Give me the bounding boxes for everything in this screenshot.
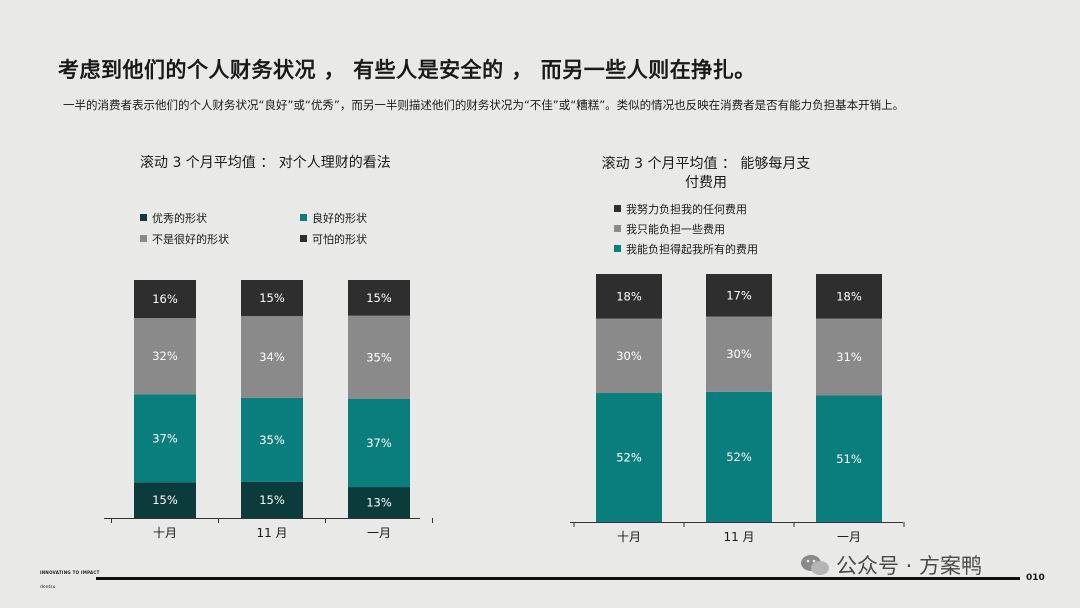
chart-2-category-1: 11 月: [723, 530, 754, 544]
chart-1-bar-2-seg-3: [348, 280, 410, 316]
chart-2-bar-2-seg-1: [816, 318, 882, 396]
legend-label: 不是很好的形状: [152, 233, 229, 246]
legend-swatch: [140, 235, 147, 242]
chart-1-bar-1-seg-0: [241, 481, 303, 518]
chart-1-label-1-0: 15%: [259, 493, 285, 507]
legend-label: 可怕的形状: [312, 233, 367, 246]
legend-item-2: 我能负担得起我所有的费用: [614, 241, 758, 257]
chart-1-bar-1-seg-1: [241, 397, 303, 482]
legend-label: 良好的形状: [312, 212, 367, 225]
chart-2-label-0-2: 18%: [616, 289, 642, 303]
chart-2-bar-2-seg-2: [816, 274, 882, 319]
legend-item-1: 我只能负担一些费用: [614, 221, 725, 237]
chart-1-title: 滚动 3 个月平均值 ： 对个人理财的看法: [140, 155, 391, 171]
chart-2-bar-1-seg-1: [706, 316, 772, 392]
chart-1-bar-2-seg-0: [348, 487, 410, 518]
chart-1-bar-0-seg-2: [134, 318, 196, 395]
chart-1-bar-2-seg-1: [348, 399, 410, 488]
chart-1-category-1: 11 月: [256, 526, 287, 540]
chart-1-label-2-2: 35%: [366, 350, 392, 364]
chart-1-label-0-3: 16%: [152, 292, 178, 306]
legend-swatch: [300, 214, 307, 221]
chart-2-category-2: 一月: [837, 530, 861, 544]
page-title: 考虑到他们的个人财务状况 ， 有些人是安全的 ， 而另一些人则在挣扎。: [58, 58, 756, 82]
legend-swatch: [614, 225, 621, 232]
chart-1-bar-1-seg-3: [241, 280, 303, 317]
legend-swatch: [614, 245, 621, 252]
chart-1-label-0-0: 15%: [152, 493, 178, 507]
chart-2-bar-2-seg-0: [816, 395, 882, 522]
page-subtitle: 一半的消费者表示他们的个人财务状况“良好”或“优秀”，而另一半则描述他们的财务状…: [63, 98, 905, 112]
chart-2-category-0: 十月: [617, 530, 641, 544]
chart-2-label-2-1: 31%: [836, 350, 862, 364]
legend-item-0: 优秀的形状: [140, 210, 207, 226]
chart-1-label-1-1: 35%: [259, 433, 285, 447]
chart-2-bar-1-seg-0: [706, 391, 772, 522]
chart-1-category-0: 十月: [153, 526, 177, 540]
chart-2-title: 滚动 3 个月平均值 ： 能够每月支付费用: [601, 156, 811, 191]
chart-2-label-0-0: 52%: [616, 451, 642, 465]
wechat-icon: [800, 553, 830, 577]
watermark-text: 公众号 · 方案鸭: [836, 554, 983, 578]
legend-swatch: [300, 235, 307, 242]
page-number: 010: [1026, 573, 1045, 583]
legend-label: 我努力负担我的任何费用: [626, 203, 747, 216]
chart-1-label-2-3: 15%: [366, 291, 392, 305]
chart-1-bar-2-seg-2: [348, 315, 410, 399]
chart-2-bar-0-seg-1: [596, 318, 662, 394]
chart-1-label-0-2: 32%: [152, 349, 178, 363]
chart-1-label-2-0: 13%: [366, 496, 392, 510]
chart-1-bar-1-seg-2: [241, 316, 303, 398]
legend-swatch: [614, 205, 621, 212]
chart-2-label-2-2: 18%: [836, 289, 862, 303]
legend-label: 我只能负担一些费用: [626, 223, 725, 236]
chart-2-label-2-0: 51%: [836, 452, 862, 466]
brand-tagline: INNOVATING TO IMPACT: [40, 570, 100, 575]
chart-2-label-1-0: 52%: [726, 450, 752, 464]
chart-1-label-1-2: 34%: [259, 350, 285, 364]
chart-2-bar-0-seg-2: [596, 274, 662, 319]
legend-item-1: 良好的形状: [300, 210, 367, 226]
chart-1-bar-0-seg-3: [134, 280, 196, 319]
legend-label: 我能负担得起我所有的费用: [626, 243, 758, 256]
legend-swatch: [140, 214, 147, 221]
chart-2-label-1-2: 17%: [726, 288, 752, 302]
chart-1-bar-0-seg-0: [134, 482, 196, 518]
legend-label: 优秀的形状: [152, 212, 207, 225]
watermark: 公众号 · 方案鸭: [800, 550, 982, 580]
chart-1-label-2-1: 37%: [366, 436, 392, 450]
chart-1-label-0-1: 37%: [152, 431, 178, 445]
footer-rule: [96, 577, 1020, 580]
chart-2-label-1-1: 30%: [726, 347, 752, 361]
chart-1-label-1-3: 15%: [259, 291, 285, 305]
brand-logo: dentsu: [40, 585, 56, 590]
chart-1-bar-0-seg-1: [134, 394, 196, 483]
chart-2-bar-0-seg-0: [596, 393, 662, 522]
legend-item-0: 我努力负担我的任何费用: [614, 201, 747, 217]
chart-2-bar-1-seg-2: [706, 274, 772, 317]
chart-1-category-2: 一月: [367, 526, 391, 540]
legend-item-3: 可怕的形状: [300, 231, 367, 247]
chart-2-label-0-1: 30%: [616, 349, 642, 363]
legend-item-2: 不是很好的形状: [140, 231, 229, 247]
